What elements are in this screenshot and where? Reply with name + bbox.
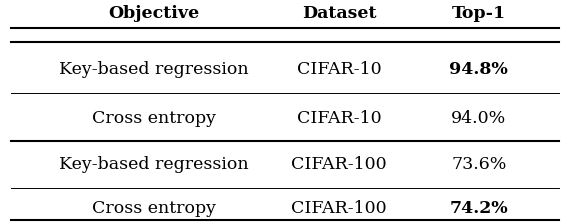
Text: CIFAR-100: CIFAR-100 xyxy=(291,200,387,216)
Text: Cross entropy: Cross entropy xyxy=(92,200,216,216)
Text: Key-based regression: Key-based regression xyxy=(59,61,249,78)
Text: 73.6%: 73.6% xyxy=(451,157,507,173)
Text: CIFAR-100: CIFAR-100 xyxy=(291,157,387,173)
Text: CIFAR-10: CIFAR-10 xyxy=(297,61,381,78)
Text: 94.0%: 94.0% xyxy=(451,110,506,127)
Text: Cross entropy: Cross entropy xyxy=(92,110,216,127)
Text: 74.2%: 74.2% xyxy=(450,200,508,216)
Text: Key-based regression: Key-based regression xyxy=(59,157,249,173)
Text: Top-1: Top-1 xyxy=(452,6,506,22)
Text: 94.8%: 94.8% xyxy=(449,61,508,78)
Text: Dataset: Dataset xyxy=(302,6,376,22)
Text: Objective: Objective xyxy=(108,6,200,22)
Text: CIFAR-10: CIFAR-10 xyxy=(297,110,381,127)
